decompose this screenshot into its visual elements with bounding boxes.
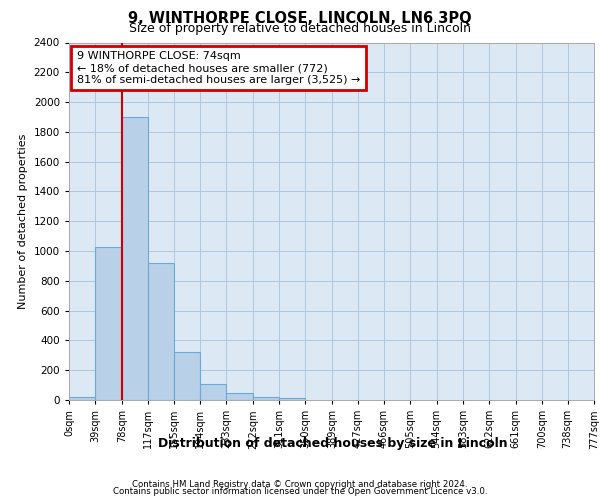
Text: Contains public sector information licensed under the Open Government Licence v3: Contains public sector information licen… [113, 487, 487, 496]
Text: 9, WINTHORPE CLOSE, LINCOLN, LN6 3PQ: 9, WINTHORPE CLOSE, LINCOLN, LN6 3PQ [128, 11, 472, 26]
Bar [69, 397, 95, 400]
Bar [122, 117, 148, 400]
Bar [253, 397, 279, 400]
Bar [174, 352, 200, 400]
Bar [148, 263, 175, 400]
Text: 9 WINTHORPE CLOSE: 74sqm
← 18% of detached houses are smaller (772)
81% of semi-: 9 WINTHORPE CLOSE: 74sqm ← 18% of detach… [77, 52, 360, 84]
Bar [226, 392, 253, 400]
Y-axis label: Number of detached properties: Number of detached properties [18, 134, 28, 309]
Bar [279, 398, 305, 400]
Text: Size of property relative to detached houses in Lincoln: Size of property relative to detached ho… [129, 22, 471, 35]
Text: Contains HM Land Registry data © Crown copyright and database right 2024.: Contains HM Land Registry data © Crown c… [132, 480, 468, 489]
Text: Distribution of detached houses by size in Lincoln: Distribution of detached houses by size … [158, 438, 508, 450]
Bar [95, 248, 122, 400]
Bar [200, 384, 226, 400]
